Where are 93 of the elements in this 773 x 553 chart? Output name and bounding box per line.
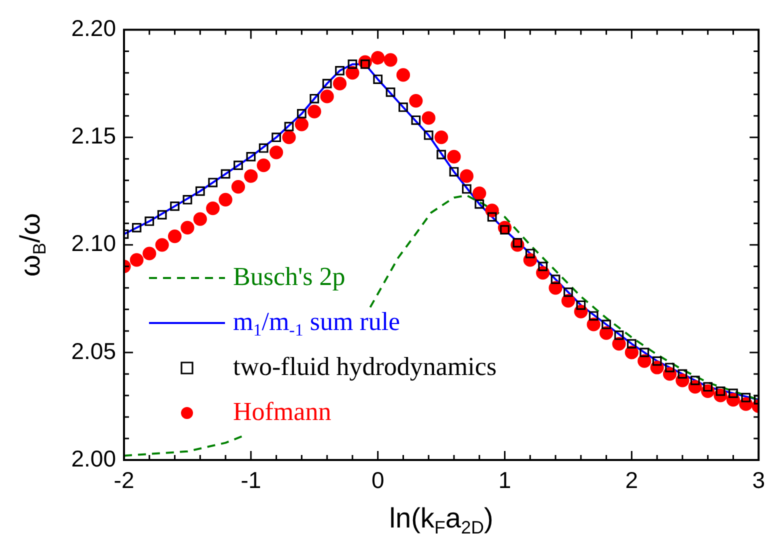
point (180, 220, 194, 234)
point (294, 118, 308, 132)
legend-label: Hofmann (233, 396, 332, 426)
point (741, 392, 751, 402)
point (576, 300, 586, 310)
point (208, 178, 218, 188)
point (728, 388, 738, 398)
point (231, 180, 246, 194)
point (384, 53, 398, 67)
point (624, 346, 638, 360)
point (282, 130, 296, 144)
point (460, 169, 474, 183)
x-tick-label: -1 (240, 467, 262, 494)
x-tick-label: -2 (114, 467, 134, 494)
point (652, 356, 662, 366)
point (640, 348, 650, 358)
legend-label: two-fluid hydrodynamics (233, 352, 497, 381)
point (548, 281, 562, 295)
point (386, 87, 396, 97)
point (561, 294, 576, 308)
point (487, 212, 497, 222)
point (144, 216, 154, 226)
y-tick-label: 2.05 (71, 338, 116, 364)
point (170, 201, 180, 211)
point (348, 60, 358, 69)
point (244, 169, 258, 183)
point (409, 94, 423, 108)
point (332, 76, 347, 90)
point (398, 102, 408, 112)
y-tick-label: 2.10 (71, 230, 116, 256)
point (525, 248, 535, 258)
point (690, 376, 700, 386)
point (142, 246, 156, 260)
point (436, 150, 446, 160)
point (155, 238, 169, 252)
point (614, 330, 624, 340)
point (246, 152, 256, 162)
x-tick-label: 3 (752, 467, 766, 494)
point (130, 253, 144, 267)
point (297, 109, 306, 118)
point (586, 318, 600, 332)
point (626, 339, 636, 349)
point (272, 132, 281, 142)
point (284, 122, 294, 132)
point (588, 311, 598, 321)
point (346, 66, 360, 80)
point (462, 184, 472, 194)
point (638, 354, 652, 368)
point (220, 169, 230, 179)
point (538, 262, 548, 272)
point (472, 186, 486, 200)
point (447, 150, 461, 164)
point (320, 90, 334, 104)
point (270, 146, 284, 160)
x-tick-label: 1 (498, 467, 512, 494)
point (168, 229, 182, 244)
point (157, 210, 167, 220)
point (665, 362, 674, 372)
point (182, 195, 192, 204)
point (234, 160, 243, 170)
point (258, 143, 268, 153)
point (371, 50, 385, 65)
y-tick-label: 2.20 (71, 15, 116, 42)
point (612, 337, 626, 351)
x-tick-label: 0 (371, 467, 384, 494)
point (322, 78, 332, 88)
point (422, 111, 436, 125)
point (373, 74, 383, 84)
point (193, 212, 207, 226)
point (256, 158, 270, 172)
point (335, 66, 344, 76)
point (206, 202, 220, 216)
point (411, 115, 421, 125)
y-tick-label: 2.15 (71, 122, 116, 149)
point (310, 94, 320, 104)
y-axis-title: ωB/ω (14, 213, 50, 277)
y-tick-label: 2.00 (71, 445, 116, 472)
point (396, 68, 410, 82)
point (474, 199, 484, 209)
point (678, 369, 688, 379)
point (602, 320, 611, 330)
point (564, 288, 573, 297)
point (195, 186, 205, 196)
point (550, 274, 560, 284)
point (600, 326, 614, 340)
point (449, 167, 459, 176)
point (424, 130, 434, 140)
legend-label: Busch's 2p (233, 262, 346, 291)
point (308, 104, 322, 118)
x-tick-label: 2 (625, 467, 638, 494)
point (132, 223, 142, 232)
point (218, 192, 232, 207)
point (434, 130, 448, 144)
